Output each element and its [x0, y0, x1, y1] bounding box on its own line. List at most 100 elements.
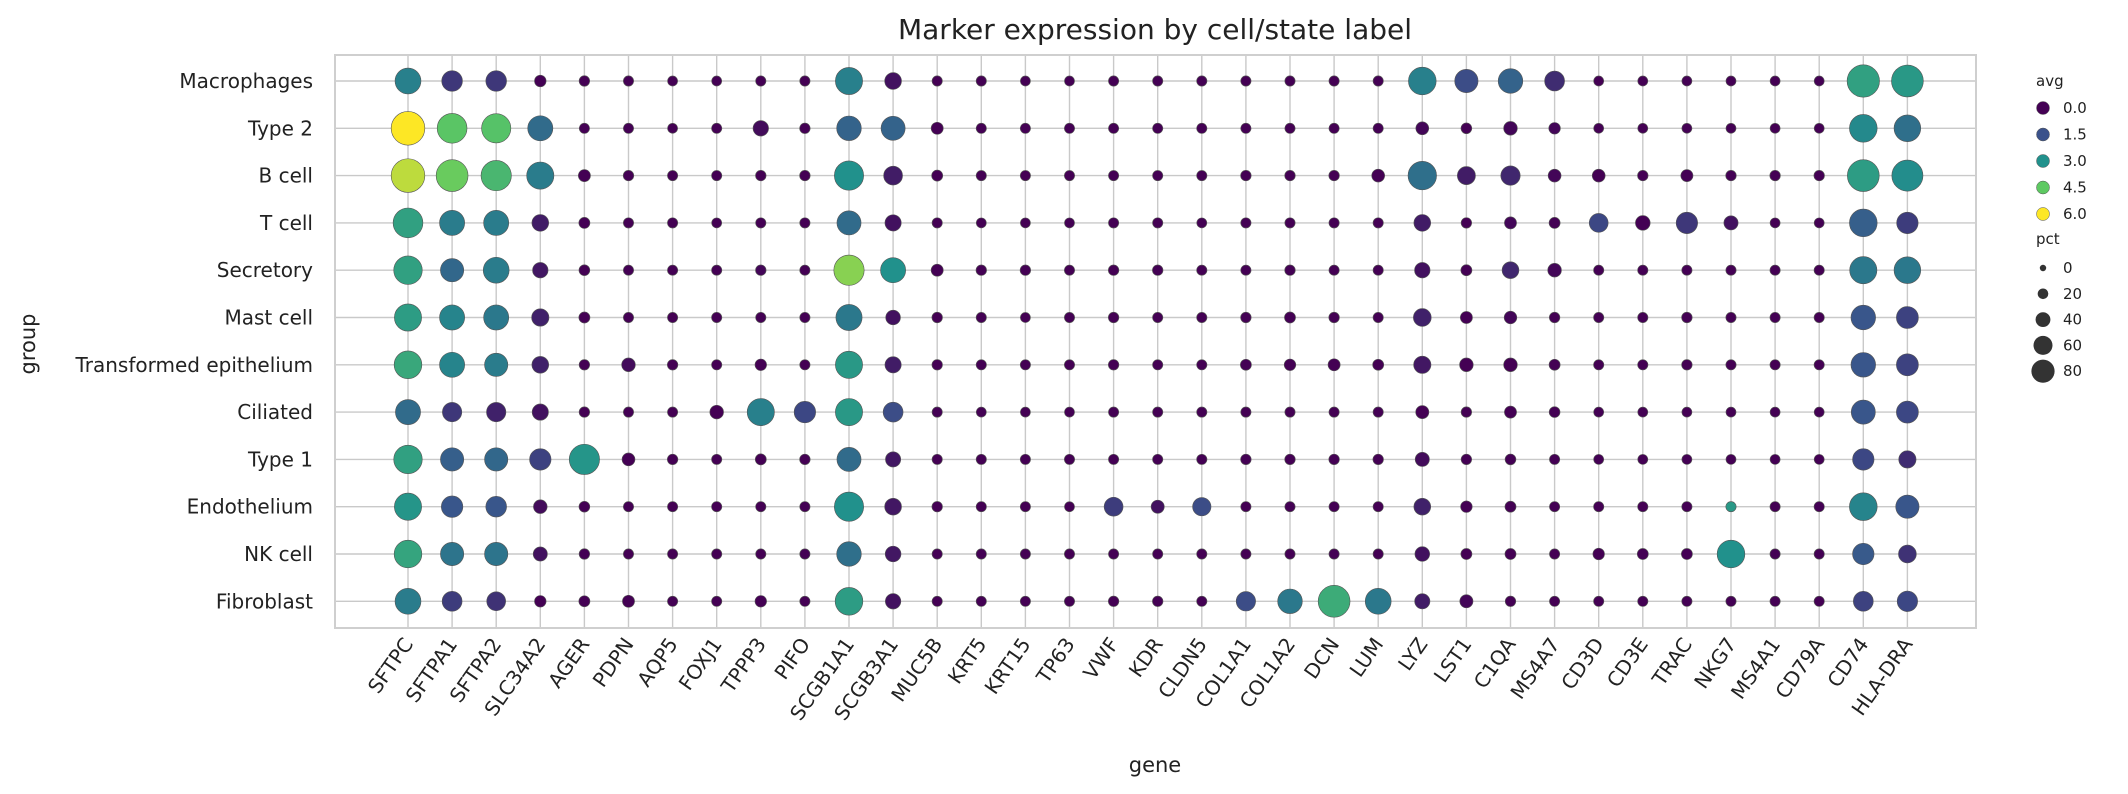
data-point: NK cell / CD74	[1852, 542, 1875, 566]
data-point: Type 2 / KRT5	[975, 122, 987, 134]
data-point: Transformed epithelium / AQP5	[667, 359, 679, 371]
data-point: Macrophages / CD79A	[1813, 75, 1825, 87]
data-point: B cell / COL1A2	[1284, 170, 1296, 182]
data-point: Mast cell / MS4A1	[1769, 312, 1781, 323]
data-point: Transformed epithelium / KDR	[1152, 359, 1164, 371]
data-point: Secretory / CLDN5	[1196, 264, 1208, 276]
data-point: Transformed epithelium / MS4A1	[1769, 359, 1781, 371]
data-point: Type 1 / CD79A	[1813, 454, 1825, 465]
data-point: NK cell / SFTPA2	[484, 542, 509, 566]
data-point: Macrophages / MS4A7	[1544, 70, 1565, 92]
data-point: Transformed epithelium / COL1A2	[1283, 358, 1297, 371]
data-point: Mast cell / KRT5	[975, 312, 987, 323]
y-axis-label: group	[16, 314, 40, 375]
data-point: Type 2 / COL1A1	[1240, 122, 1252, 134]
x-tick-label: VWF	[1078, 633, 1123, 684]
data-point: Fibroblast / CD3D	[1593, 595, 1605, 607]
data-point: Ciliated / KRT15	[1020, 406, 1031, 418]
data-point: Type 1 / SFTPA1	[440, 447, 465, 472]
data-point: Transformed epithelium / CD3E	[1637, 359, 1649, 371]
data-point: Transformed epithelium / TP63	[1064, 359, 1075, 371]
data-point: Mast cell / NKG7	[1725, 312, 1737, 323]
data-point: NK cell / NKG7	[1716, 539, 1746, 569]
size-legend-label: 20	[2063, 285, 2082, 303]
data-point: Type 2 / TRAC	[1681, 122, 1693, 134]
data-point: Type 2 / SLC34A2	[527, 115, 554, 142]
data-point: Type 1 / CD3E	[1637, 454, 1649, 465]
color-legend-title: avg	[2036, 72, 2064, 90]
data-point: B cell / AGER	[578, 169, 591, 182]
data-point: Macrophages / TRAC	[1681, 75, 1693, 87]
data-point: Endothelium / AQP5	[667, 501, 679, 513]
data-point: Secretory / TP63	[1064, 264, 1075, 276]
color-legend-label: 0.0	[2063, 99, 2087, 117]
data-point: NK cell / SLC34A2	[532, 546, 548, 562]
data-point: T cell / LUM	[1372, 217, 1384, 229]
data-point: Macrophages / KRT5	[975, 75, 987, 87]
data-point: Macrophages / MS4A1	[1769, 75, 1781, 87]
data-point: Secretory / NKG7	[1725, 264, 1737, 276]
data-point: NK cell / CD3D	[1592, 547, 1605, 561]
data-point: T cell / FOXJ1	[711, 217, 723, 229]
data-point: Secretory / SFTPA1	[440, 258, 465, 283]
data-point: Fibroblast / SLC34A2	[534, 595, 547, 608]
data-point: B cell / C1QA	[1500, 165, 1521, 186]
data-point: Mast cell / PDPN	[623, 312, 634, 323]
data-point: Type 2 / VWF	[1108, 122, 1120, 134]
data-point: Transformed epithelium / CD79A	[1813, 359, 1825, 371]
data-point: Type 2 / NKG7	[1725, 122, 1737, 134]
data-point: Transformed epithelium / AGER	[578, 359, 590, 371]
data-point: T cell / MUC5B	[931, 217, 943, 229]
data-point: Ciliated / SFTPA2	[486, 402, 507, 423]
data-point: T cell / LYZ	[1413, 214, 1432, 232]
data-point: Type 2 / LYZ	[1415, 121, 1430, 136]
data-point: Macrophages / VWF	[1108, 75, 1120, 87]
data-point: Ciliated / COL1A2	[1284, 406, 1296, 418]
data-point: T cell / CD79A	[1813, 217, 1825, 229]
data-point: Macrophages / KDR	[1152, 75, 1164, 87]
data-point: Ciliated / SLC34A2	[531, 403, 549, 421]
data-point: Type 2 / COL1A2	[1284, 122, 1296, 134]
x-tick-label: KDR	[1124, 633, 1168, 682]
y-tick-label: B cell	[259, 164, 314, 188]
data-point: Fibroblast / MUC5B	[931, 595, 943, 607]
data-point: Transformed epithelium / KRT5	[975, 359, 987, 371]
data-point: NK cell / COL1A1	[1240, 548, 1252, 560]
data-point: Macrophages / SFTPA2	[485, 70, 507, 92]
color-legend-swatch	[2036, 154, 2050, 168]
size-legend: 0 20 40 60 80	[2031, 259, 2082, 383]
x-tick-label: TP63	[1031, 633, 1080, 688]
x-axis-label: gene	[1129, 753, 1181, 777]
y-tick-label: T cell	[259, 211, 313, 235]
data-point: Ciliated / COL1A1	[1240, 406, 1252, 418]
data-point: NK cell / AGER	[578, 548, 590, 560]
y-tick-label: Endothelium	[187, 495, 313, 519]
data-point: B cell / MS4A1	[1769, 170, 1781, 182]
data-point: Endothelium / CD3D	[1593, 501, 1605, 513]
data-point: Type 1 / KRT15	[1019, 453, 1031, 465]
data-point: T cell / CD3D	[1588, 213, 1609, 233]
data-point: B cell / LYZ	[1407, 161, 1437, 191]
size-legend-swatch	[2035, 312, 2051, 327]
color-legend-swatch	[2036, 127, 2050, 142]
data-point: NK cell / SCGB3A1	[884, 545, 902, 563]
data-point: Fibroblast / CD79A	[1813, 595, 1825, 607]
color-legend-label: 4.5	[2063, 179, 2087, 197]
data-point: NK cell / AQP5	[667, 548, 679, 560]
data-point: B cell / KRT5	[975, 170, 987, 182]
data-point: NK cell / SFTPC	[393, 539, 423, 569]
data-point: NK cell / LUM	[1372, 548, 1384, 560]
y-tick-label: Type 1	[247, 447, 313, 471]
data-point: Ciliated / HLA-DRA	[1896, 400, 1919, 424]
size-legend-label: 80	[2063, 362, 2082, 380]
data-point: T cell / SFTPA1	[439, 210, 465, 236]
data-point: B cell / VWF	[1108, 170, 1120, 182]
data-point: Type 1 / SCGB1A1	[836, 447, 862, 472]
data-point: Type 2 / MS4A1	[1769, 122, 1781, 134]
data-point: Mast cell / SFTPA2	[483, 304, 510, 331]
data-point: Type 2 / HLA-DRA	[1893, 114, 1922, 142]
data-point: Type 2 / PDPN	[623, 122, 634, 134]
data-point: Secretory / KRT5	[975, 264, 987, 276]
data-point: B cell / SCGB3A1	[883, 165, 903, 186]
